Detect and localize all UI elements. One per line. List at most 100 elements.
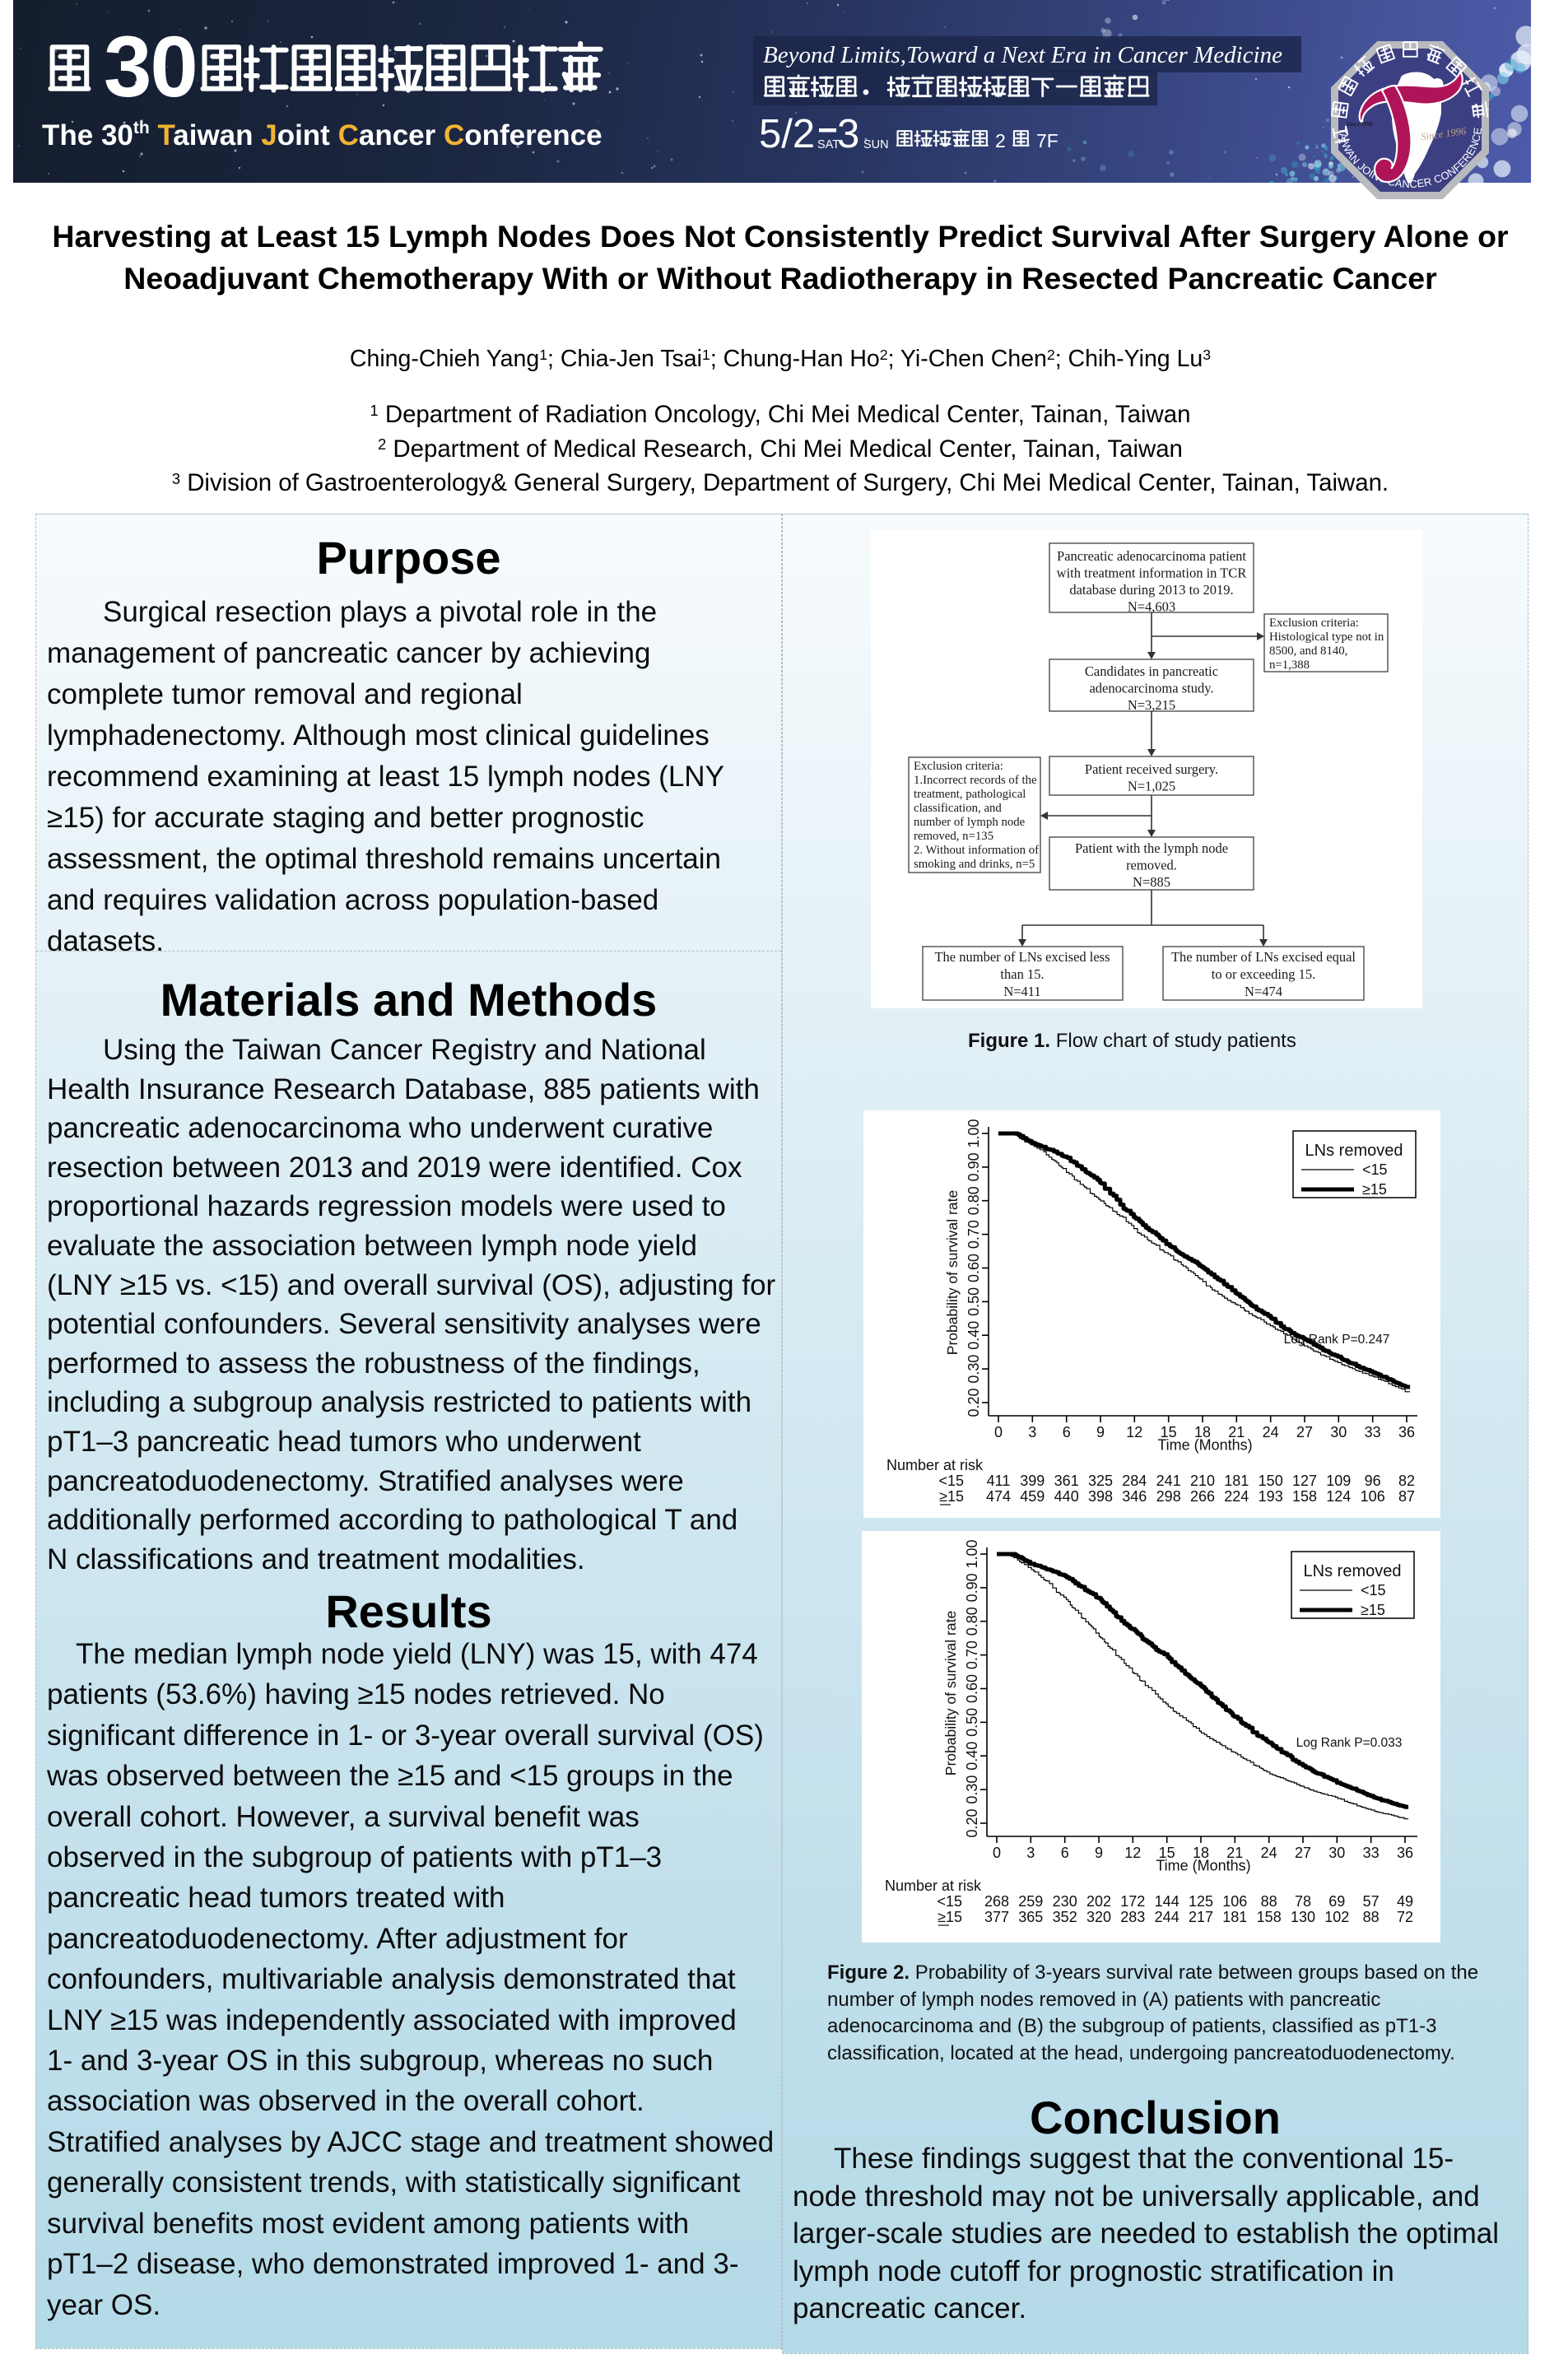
svg-text:18: 18 <box>1194 1424 1211 1440</box>
svg-text:474: 474 <box>986 1488 1011 1505</box>
svg-text:removed.: removed. <box>1126 858 1177 873</box>
svg-text:24: 24 <box>1263 1424 1279 1440</box>
svg-text:adenocarcinoma study.: adenocarcinoma study. <box>1089 681 1213 696</box>
svg-text:96: 96 <box>1365 1473 1381 1489</box>
svg-text:36: 36 <box>1398 1424 1415 1440</box>
svg-text:320: 320 <box>1086 1909 1111 1925</box>
svg-text:0.70: 0.70 <box>965 1220 982 1249</box>
svg-text:399: 399 <box>1020 1473 1045 1489</box>
svg-text:72: 72 <box>1397 1909 1413 1925</box>
svg-text:Pancreatic adenocarcinoma pati: Pancreatic adenocarcinoma patient <box>1057 548 1246 564</box>
svg-text:2. Without information of: 2. Without information of <box>914 844 1039 857</box>
svg-text:0.70: 0.70 <box>964 1640 980 1669</box>
svg-text:210: 210 <box>1190 1473 1215 1489</box>
svg-text:SUN: SUN <box>863 138 889 151</box>
svg-text:8500, and 8140,: 8500, and 8140, <box>1269 645 1347 658</box>
svg-text:database during 2013 to 2019.: database during 2013 to 2019. <box>1069 582 1233 598</box>
svg-text:<15: <15 <box>937 1893 962 1910</box>
svg-text:365: 365 <box>1018 1909 1043 1925</box>
svg-text:21: 21 <box>1228 1424 1245 1440</box>
svg-text:12: 12 <box>1124 1845 1141 1861</box>
svg-text:0.80: 0.80 <box>965 1186 982 1215</box>
svg-text:144: 144 <box>1155 1893 1179 1910</box>
svg-text:0.60: 0.60 <box>965 1254 982 1282</box>
svg-text:removed, n=135: removed, n=135 <box>914 830 993 843</box>
svg-text:N=3,215: N=3,215 <box>1128 697 1175 713</box>
svg-text:0: 0 <box>993 1845 1001 1861</box>
svg-text:127: 127 <box>1292 1473 1317 1489</box>
svg-text:230: 230 <box>1053 1893 1077 1910</box>
svg-text:411: 411 <box>987 1473 1011 1489</box>
svg-text:398: 398 <box>1088 1488 1113 1505</box>
svg-text:158: 158 <box>1292 1488 1317 1505</box>
svg-text:33: 33 <box>1363 1845 1380 1861</box>
svg-text:57: 57 <box>1363 1893 1380 1910</box>
svg-text:109: 109 <box>1326 1473 1351 1489</box>
svg-text:106: 106 <box>1361 1488 1385 1505</box>
svg-text:18: 18 <box>1193 1845 1209 1861</box>
svg-text:69: 69 <box>1328 1893 1345 1910</box>
svg-text:1.00: 1.00 <box>964 1539 980 1568</box>
svg-text:259: 259 <box>1018 1893 1043 1910</box>
svg-text:82: 82 <box>1398 1473 1415 1489</box>
svg-text:377: 377 <box>984 1909 1009 1925</box>
svg-text:Since 1996: Since 1996 <box>1347 121 1373 128</box>
svg-text:0.20: 0.20 <box>965 1388 982 1417</box>
svg-text:with treatment information in: with treatment information in TCR <box>1057 565 1247 581</box>
svg-text:0: 0 <box>994 1424 1003 1440</box>
svg-text:Time (Months): Time (Months) <box>1157 1437 1252 1454</box>
svg-text:193: 193 <box>1259 1488 1283 1505</box>
svg-text:Time (Months): Time (Months) <box>1156 1858 1250 1874</box>
svg-text:<15: <15 <box>1362 1161 1388 1178</box>
svg-text:The number of LNs excised equa: The number of LNs excised equal <box>1171 949 1356 965</box>
svg-text:9: 9 <box>1096 1424 1105 1440</box>
svg-text:5/2: 5/2 <box>759 112 815 156</box>
svg-text:21: 21 <box>1226 1845 1243 1861</box>
svg-text:87: 87 <box>1398 1488 1415 1505</box>
svg-text:2: 2 <box>995 130 1006 151</box>
svg-text:Probability of survival rate: Probability of survival rate <box>942 1611 959 1775</box>
svg-text:0.20: 0.20 <box>964 1808 980 1837</box>
svg-text:125: 125 <box>1189 1893 1213 1910</box>
svg-text:78: 78 <box>1295 1893 1311 1910</box>
svg-text:49: 49 <box>1397 1893 1413 1910</box>
svg-text:0.50: 0.50 <box>965 1287 982 1316</box>
svg-text:0.30: 0.30 <box>964 1775 980 1804</box>
svg-text:Histological type not in: Histological type not in <box>1269 631 1384 644</box>
svg-text:0.40: 0.40 <box>964 1742 980 1771</box>
svg-text:158: 158 <box>1257 1909 1282 1925</box>
svg-text:30: 30 <box>1330 1424 1347 1440</box>
svg-text:217: 217 <box>1189 1909 1213 1925</box>
svg-text:1.00: 1.00 <box>965 1119 982 1147</box>
svg-text:≥15: ≥15 <box>1362 1181 1387 1198</box>
svg-text:than 15.: than 15. <box>1000 966 1044 982</box>
svg-text:0.90: 0.90 <box>964 1573 980 1602</box>
svg-text:≥15: ≥15 <box>938 1909 962 1925</box>
svg-text:Candidates in pancreatic: Candidates in pancreatic <box>1085 663 1218 679</box>
svg-text:N=411: N=411 <box>1003 984 1040 999</box>
svg-text:n=1,388: n=1,388 <box>1269 658 1310 672</box>
svg-text:124: 124 <box>1326 1488 1351 1505</box>
svg-text:102: 102 <box>1324 1909 1349 1925</box>
svg-text:0.90: 0.90 <box>965 1152 982 1181</box>
svg-text:Exclusion criteria:: Exclusion criteria: <box>1269 617 1359 630</box>
svg-text:268: 268 <box>984 1893 1009 1910</box>
svg-text:0.30: 0.30 <box>965 1355 982 1384</box>
svg-text:241: 241 <box>1156 1473 1181 1489</box>
svg-text:6: 6 <box>1063 1424 1071 1440</box>
svg-text:361: 361 <box>1054 1473 1079 1489</box>
svg-text:≥15: ≥15 <box>1361 1602 1385 1618</box>
svg-text:Patient received surgery.: Patient received surgery. <box>1085 761 1218 777</box>
svg-text:30: 30 <box>1328 1845 1345 1861</box>
svg-text:number of lymph node: number of lymph node <box>914 816 1026 829</box>
svg-text:0.50: 0.50 <box>964 1708 980 1737</box>
svg-text:346: 346 <box>1122 1488 1147 1505</box>
svg-text:smoking and drinks, n=5: smoking and drinks, n=5 <box>914 858 1035 871</box>
svg-text:24: 24 <box>1261 1845 1277 1861</box>
svg-text:N=474: N=474 <box>1245 984 1282 999</box>
svg-text:1.Incorrect records of the: 1.Incorrect records of the <box>914 774 1037 787</box>
svg-text:≥15: ≥15 <box>939 1488 964 1505</box>
svg-text:N=1,025: N=1,025 <box>1128 779 1175 794</box>
svg-text:Probability of survival rate: Probability of survival rate <box>944 1190 961 1355</box>
svg-text:LNs removed: LNs removed <box>1304 1562 1402 1580</box>
